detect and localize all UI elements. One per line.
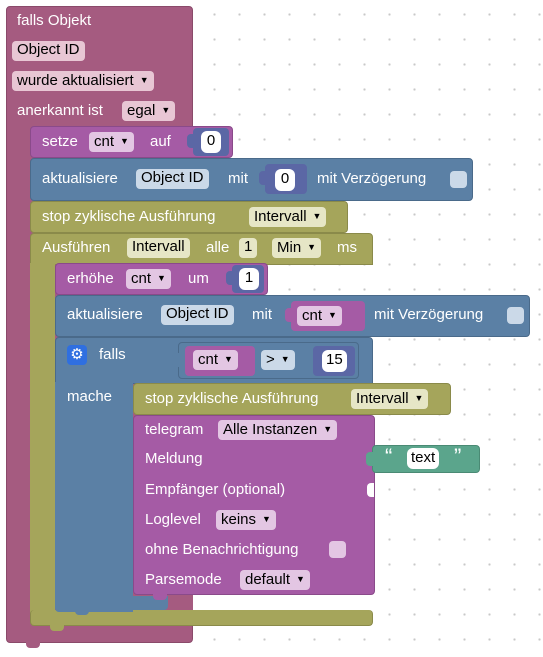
run-interval-dropdown[interactable]: Intervall — [127, 238, 190, 258]
telegram-instance-label: Alle Instanzen — [223, 421, 318, 438]
compare-var-dropdown[interactable]: cnt ▼ — [193, 350, 238, 370]
if-label: falls — [99, 346, 126, 363]
ack-label: anerkannt ist — [17, 102, 103, 119]
chevron-down-icon: ▼ — [307, 242, 317, 252]
telegram-block[interactable] — [133, 415, 375, 595]
telegram-bottom-notch — [153, 594, 167, 600]
stop1-interval-dropdown[interactable]: Intervall ▼ — [249, 207, 327, 227]
ack-dropdown[interactable]: egal ▼ — [122, 101, 176, 121]
inc-var-label: cnt — [131, 270, 152, 287]
object-id-field[interactable]: Object ID — [12, 41, 85, 61]
compare-var-label: cnt — [198, 351, 219, 368]
loglevel-label: Loglevel — [145, 511, 201, 528]
set-var-dropdown[interactable]: cnt ▼ — [89, 132, 134, 152]
inc-var-dropdown[interactable]: cnt ▼ — [126, 269, 171, 289]
parsemode-value: default — [245, 571, 291, 588]
chevron-down-icon: ▼ — [296, 574, 305, 584]
chevron-down-icon: ▼ — [328, 310, 337, 320]
if-bottom-notch — [75, 609, 89, 615]
loglevel-dropdown[interactable]: keins ▼ — [216, 510, 276, 530]
chevron-down-icon: ▼ — [120, 136, 129, 146]
inc-label: erhöhe — [67, 270, 114, 287]
update1-label: aktualisiere — [42, 170, 118, 187]
loglevel-value: keins — [221, 511, 257, 528]
stop2-interval-label: Intervall — [356, 390, 409, 407]
update1-value-tab — [259, 171, 266, 185]
chevron-down-icon: ▼ — [323, 424, 333, 434]
compare-value-field[interactable]: 15 — [322, 350, 347, 372]
left-double-quote-icon: “ — [385, 444, 393, 469]
update2-var-tab — [285, 308, 292, 322]
set-to-label: auf — [150, 133, 171, 150]
run-unit-label: Min — [277, 239, 302, 256]
event-dropdown[interactable]: wurde aktualisiert ▼ — [12, 71, 154, 91]
set-value-tab — [187, 134, 194, 148]
inc-by-label: um — [188, 270, 209, 287]
if-block-spine — [55, 382, 133, 612]
stop1-label: stop zyklische Ausführung — [42, 208, 216, 225]
ack-dropdown-label: egal — [127, 102, 156, 119]
stop2-interval-dropdown[interactable]: Intervall ▼ — [351, 389, 429, 409]
chevron-down-icon: ▼ — [280, 354, 290, 364]
right-double-quote-icon: ” — [454, 444, 462, 469]
run-interval-footer — [30, 610, 373, 626]
set-value-field[interactable]: 0 — [201, 131, 221, 153]
run-interval-bottom-notch — [50, 625, 64, 631]
chevron-down-icon: ▼ — [157, 273, 166, 283]
run-every-label: alle — [206, 239, 230, 256]
run-interval-spine — [30, 263, 55, 625]
inc-value-field[interactable]: 1 — [239, 268, 259, 290]
message-text-tab — [366, 452, 373, 466]
update1-delay-label: mit Verzögerung — [317, 170, 427, 187]
event-dropdown-label: wurde aktualisiert — [17, 72, 134, 89]
chevron-down-icon: ▼ — [224, 354, 233, 364]
run-value-field[interactable]: 1 — [239, 238, 258, 258]
parsemode-dropdown[interactable]: default ▼ — [240, 570, 310, 590]
message-text-field[interactable]: text — [407, 448, 440, 469]
chevron-down-icon: ▼ — [161, 105, 171, 115]
chevron-down-icon: ▼ — [262, 514, 271, 524]
update2-delay-label: mit Verzögerung — [374, 306, 484, 323]
update2-label: aktualisiere — [67, 306, 143, 323]
update2-var-label: cnt — [302, 307, 323, 324]
silent-checkbox[interactable] — [329, 541, 346, 558]
update-block-1[interactable] — [30, 158, 473, 201]
telegram-instance-dropdown[interactable]: Alle Instanzen ▼ — [218, 420, 338, 440]
update2-object-field[interactable]: Object ID — [161, 305, 234, 325]
update2-delay-checkbox[interactable] — [507, 307, 524, 324]
trigger-bottom-notch — [26, 642, 40, 648]
silent-label: ohne Benachrichtigung — [145, 541, 299, 558]
inc-value-tab — [226, 271, 233, 285]
parsemode-label: Parsemode — [145, 571, 222, 588]
telegram-label: telegram — [145, 421, 204, 438]
update1-with-label: mit — [228, 170, 248, 187]
run-interval-label: Intervall — [132, 238, 185, 255]
trigger-title: falls Objekt — [17, 12, 92, 29]
run-unit-dropdown[interactable]: Min ▼ — [272, 238, 322, 258]
set-var-label: cnt — [94, 133, 115, 150]
stop2-label: stop zyklische Ausführung — [145, 390, 319, 407]
update2-with-label: mit — [252, 306, 272, 323]
update1-value-field[interactable]: 0 — [275, 169, 295, 191]
compare-op-dropdown[interactable]: > ▼ — [261, 350, 295, 370]
compare-op-label: > — [266, 351, 275, 368]
compare-tab — [172, 353, 179, 367]
recipient-label: Empfänger (optional) — [145, 481, 286, 498]
gear-icon[interactable]: ⚙ — [67, 345, 87, 365]
message-label: Meldung — [145, 450, 203, 467]
update1-delay-checkbox[interactable] — [450, 171, 467, 188]
stop1-interval-label: Intervall — [254, 208, 307, 225]
run-label: Ausführen — [42, 239, 111, 256]
set-label: setze — [42, 133, 78, 150]
update1-object-field[interactable]: Object ID — [136, 169, 209, 189]
update2-var-dropdown[interactable]: cnt ▼ — [297, 306, 342, 326]
do-label: mache — [67, 388, 113, 405]
chevron-down-icon: ▼ — [139, 75, 149, 85]
chevron-down-icon: ▼ — [414, 393, 424, 403]
recipient-socket[interactable] — [367, 483, 374, 497]
run-ms-label: ms — [337, 239, 357, 256]
if-block-footer — [55, 596, 168, 610]
chevron-down-icon: ▼ — [312, 211, 322, 221]
